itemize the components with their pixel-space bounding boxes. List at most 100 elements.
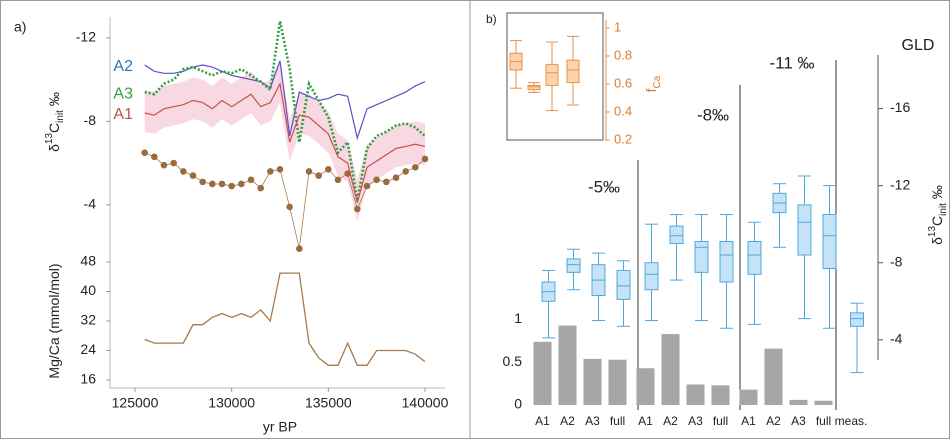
y-tick-label: 0.2 [614, 131, 632, 146]
label-part: ‰ [46, 92, 62, 110]
measured-point [151, 153, 158, 161]
y-tick-label: 0 [514, 396, 522, 412]
label-part: 13 [44, 133, 55, 145]
box [545, 63, 559, 86]
y-tick-label: 24 [80, 341, 96, 357]
y-tick-label: 0.8 [614, 47, 632, 62]
line [144, 20, 426, 201]
measured-point [189, 172, 197, 179]
label-part: ‰ [929, 185, 945, 203]
bar [711, 385, 730, 405]
box [644, 262, 659, 291]
y-tick-label: -4 [84, 196, 97, 212]
x-tick-label: A3 [585, 414, 600, 428]
measured-point [199, 178, 206, 186]
label-part: Ca [652, 75, 663, 88]
y2-tick-label: -4 [890, 331, 903, 347]
bar [764, 348, 783, 405]
bar [661, 334, 680, 405]
y-tick-label: 32 [80, 312, 96, 328]
axis-label: δ13Cinit ‰ [44, 92, 66, 152]
y-tick-label: 0.5 [503, 353, 523, 369]
x-tick-label: A2 [560, 414, 575, 428]
line [144, 272, 426, 366]
uncertainty-band [144, 60, 425, 222]
measured-point [141, 149, 148, 156]
box [850, 312, 864, 327]
y-tick-label: -12 [76, 29, 96, 45]
box [719, 241, 734, 283]
measured-point [402, 168, 409, 175]
y-tick-label: -8 [84, 112, 97, 128]
bar [739, 389, 758, 405]
measured-point [267, 168, 274, 175]
y-tick-label: 0.6 [614, 75, 632, 90]
bar [814, 400, 833, 405]
axis-label: Mg/Ca (mmol/mol) [46, 263, 62, 378]
x-tick-label: A3 [688, 414, 703, 428]
legend-label: A3 [113, 85, 133, 102]
x-tick-label: A1 [535, 414, 550, 428]
box [616, 269, 631, 300]
bar [789, 399, 808, 405]
measured-point [180, 168, 187, 175]
bar [533, 341, 552, 405]
measured-point [170, 159, 177, 167]
x-tick-label: full [816, 414, 831, 428]
measured-point [276, 166, 284, 173]
x-axis-label: yr BP [263, 419, 297, 435]
annotation: -11 ‰ [769, 53, 814, 72]
x-tick-label: meas. [835, 414, 868, 428]
measured-point [354, 205, 361, 213]
measured-point [373, 176, 380, 184]
box [694, 241, 709, 273]
panel-label: a) [14, 19, 26, 35]
measured-point [160, 161, 168, 169]
box [566, 258, 581, 273]
annotation: -5‰ [588, 177, 620, 196]
label-part: δ [929, 237, 945, 245]
box [822, 214, 837, 270]
y-tick-label: 1 [614, 19, 621, 34]
y2-tick-label: -12 [890, 176, 910, 192]
measured-point [238, 180, 245, 188]
label-part: C [929, 216, 945, 226]
y2-tick-label: -16 [890, 99, 910, 115]
label-part: 13 [927, 226, 938, 238]
y2-tick-label: -8 [890, 253, 903, 269]
measured-point [305, 168, 313, 175]
measured-point [363, 182, 371, 190]
legend-label: A2 [113, 58, 133, 75]
y-tick-label: 0.4 [614, 103, 632, 118]
box [669, 225, 684, 244]
measured-point [325, 166, 332, 173]
x-tick-label: 140000 [402, 395, 449, 411]
line [144, 81, 426, 203]
measured-point [315, 172, 322, 179]
label-part: init [55, 110, 66, 123]
measured-point [412, 163, 419, 171]
axis-label: fCa [643, 75, 663, 92]
box [797, 204, 812, 256]
bar [636, 368, 655, 405]
bar [686, 384, 705, 405]
axis-label: δ13Cinit ‰ [927, 185, 949, 245]
x-tick-label: A2 [663, 414, 678, 428]
y-tick-label: 40 [80, 282, 96, 298]
x-tick-label: 135000 [305, 395, 352, 411]
measured-point [286, 203, 293, 211]
measured-point [228, 182, 235, 190]
label-part: C [46, 123, 62, 133]
x-tick-label: A2 [766, 414, 781, 428]
measured-point [209, 180, 216, 188]
measured-point [257, 184, 264, 192]
x-tick-label: A1 [741, 414, 756, 428]
bar [583, 358, 602, 405]
panel-label: b) [486, 12, 497, 26]
measured-point [218, 180, 226, 188]
box [566, 59, 580, 84]
bar [608, 359, 627, 405]
bar [558, 325, 577, 405]
measured-point [392, 174, 400, 181]
